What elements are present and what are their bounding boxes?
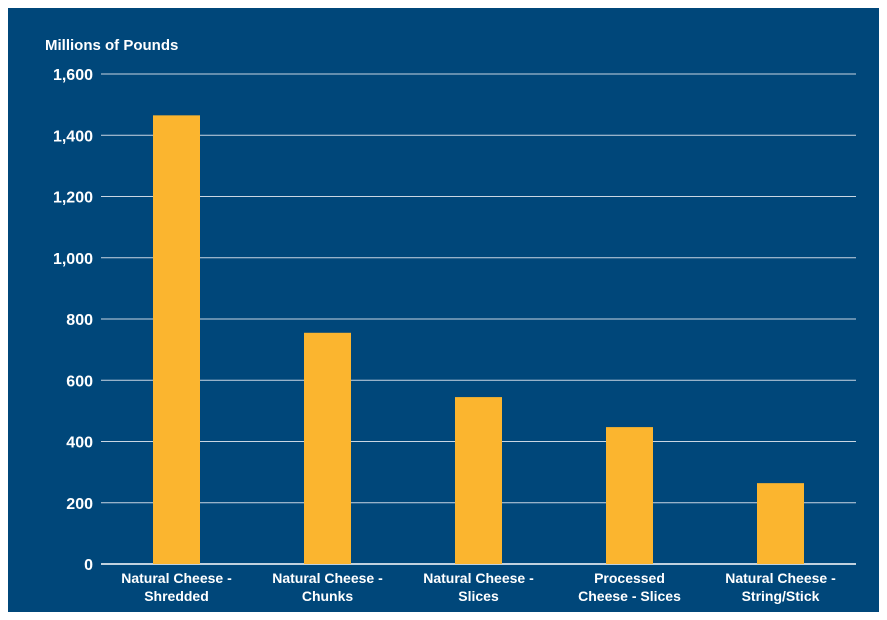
x-tick-label-line: Chunks — [302, 588, 354, 604]
x-tick-label: Natural Cheese - Slices — [423, 570, 534, 604]
y-tick-label: 200 — [66, 496, 93, 513]
x-tick-label: Natural Cheese - String/Stick — [725, 570, 836, 604]
x-tick-label-line: Slices — [458, 588, 499, 604]
y-tick-label: 1,000 — [53, 251, 93, 268]
x-tick-label-line: Cheese - Slices — [578, 588, 681, 604]
bar — [455, 397, 502, 564]
x-tick-label-line: Natural Cheese - — [272, 570, 383, 586]
x-tick-label: Processed Cheese - Slices — [578, 570, 681, 604]
bar — [757, 483, 804, 564]
bar — [606, 427, 653, 564]
x-tick-label-line: Natural Cheese - — [423, 570, 534, 586]
grid-layer — [101, 73, 856, 565]
y-tick-label: 400 — [66, 435, 93, 452]
bar-chart: Millions of Pounds 0 200 400 600 800 1,000 1,2… — [45, 37, 856, 604]
y-tick-label: 600 — [66, 373, 93, 390]
y-axis-label: Millions of Pounds — [45, 37, 178, 54]
x-tick-label-line: Natural Cheese - — [121, 570, 232, 586]
x-tick-label: Natural Cheese - Chunks — [272, 570, 383, 604]
y-tick-label: 1,400 — [53, 128, 93, 145]
x-tick-label-line: Natural Cheese - — [725, 570, 836, 586]
y-tick-label: 800 — [66, 312, 93, 329]
y-tick-label: 0 — [84, 557, 93, 574]
bar — [153, 115, 200, 564]
x-tick-label-line: String/Stick — [742, 588, 820, 604]
chart-panel: Millions of Pounds 0 200 400 600 800 1,000 1,2… — [8, 8, 879, 612]
x-tick-label: Natural Cheese - Shredded — [121, 570, 232, 604]
bar — [304, 332, 351, 564]
x-tick-label-line: Processed — [594, 570, 665, 586]
y-tick-label: 1,600 — [53, 67, 93, 84]
bars — [153, 115, 804, 564]
y-axis-ticks: 0 200 400 600 800 1,000 1,200 1,400 1,600 — [53, 67, 93, 574]
x-tick-label-line: Shredded — [144, 588, 209, 604]
y-tick-label: 1,200 — [53, 190, 93, 207]
